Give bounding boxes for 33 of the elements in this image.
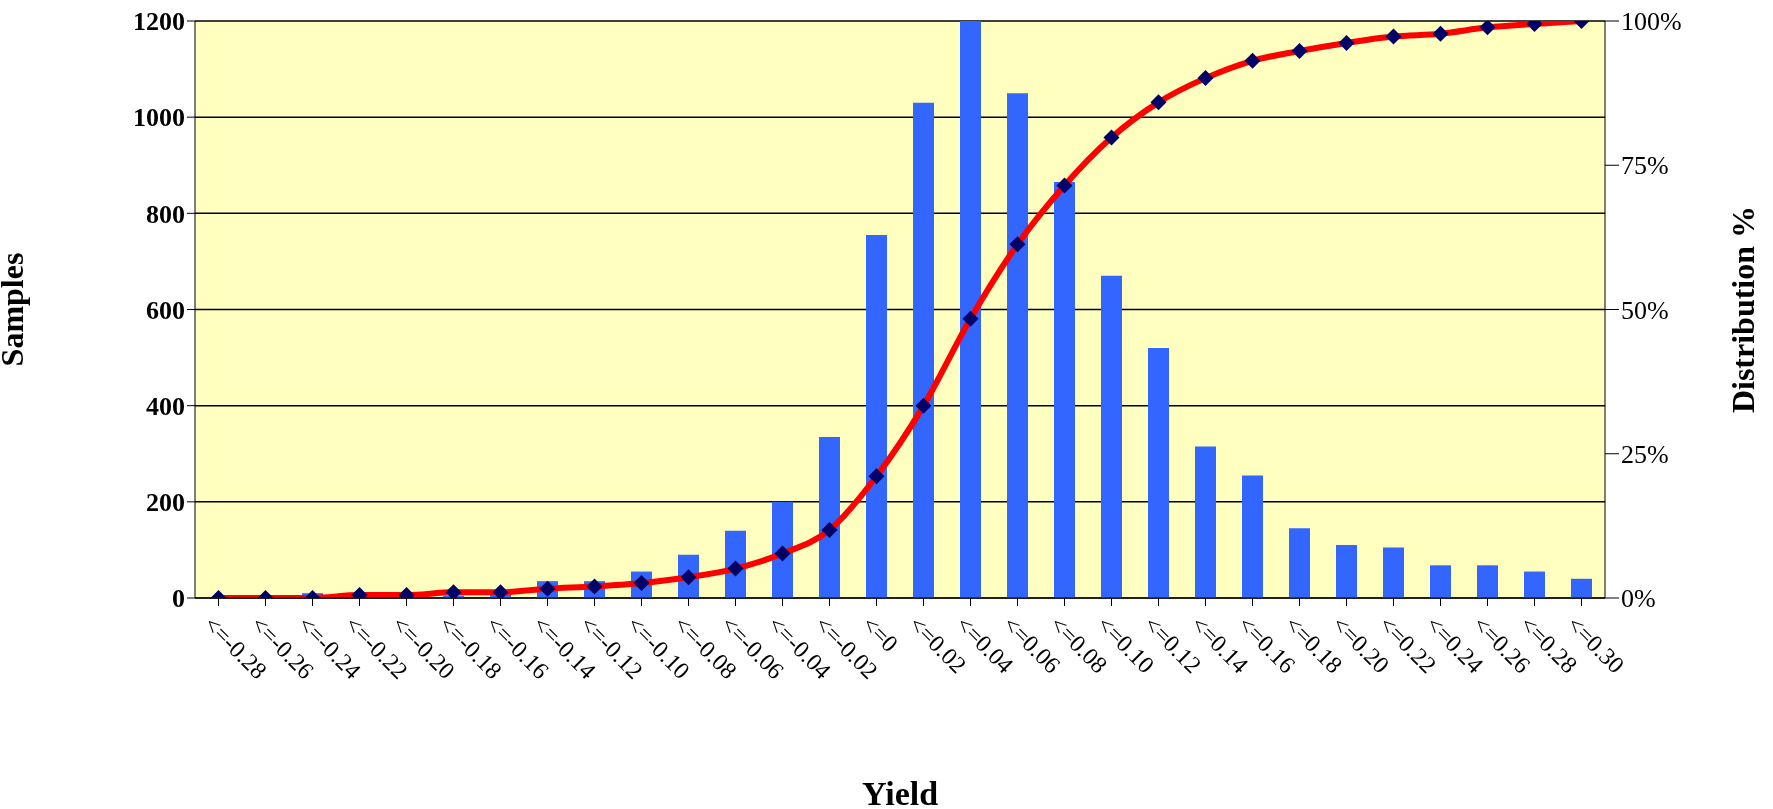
- y-tick-label: 0: [172, 584, 185, 614]
- y2-tick-label: 50%: [1621, 295, 1669, 325]
- bar: [1148, 347, 1169, 598]
- y2-tick-label: 75%: [1621, 151, 1669, 181]
- bar: [1477, 565, 1498, 598]
- y-tick-label: 800: [146, 199, 185, 229]
- y-tick-label: 1200: [133, 7, 185, 37]
- bar: [1054, 182, 1075, 598]
- y-axis-title: Samples: [0, 252, 31, 367]
- y-tick-label: 600: [146, 295, 185, 325]
- y2-tick-label: 100%: [1621, 7, 1682, 37]
- bar: [1524, 571, 1545, 598]
- y-tick-label: 400: [146, 391, 185, 421]
- y2-tick-label: 25%: [1621, 439, 1669, 469]
- bar: [1101, 275, 1122, 598]
- bar: [772, 501, 793, 598]
- bar: [1289, 528, 1310, 598]
- bar: [819, 436, 840, 598]
- bar: [866, 234, 887, 598]
- x-axis-title: Yield: [861, 775, 939, 809]
- bar: [1336, 545, 1357, 598]
- bar: [1383, 547, 1404, 598]
- bar: [1007, 93, 1028, 598]
- y-tick-label: 200: [146, 488, 185, 518]
- y2-tick-label: 0%: [1621, 584, 1656, 614]
- y2-axis-title: Distribution %: [1725, 205, 1762, 414]
- bar: [913, 102, 934, 598]
- bar: [1430, 565, 1451, 598]
- bar: [1195, 446, 1216, 598]
- bar: [960, 21, 981, 598]
- bar: [1571, 578, 1592, 598]
- bar: [1242, 475, 1263, 598]
- y-tick-label: 1000: [133, 103, 185, 133]
